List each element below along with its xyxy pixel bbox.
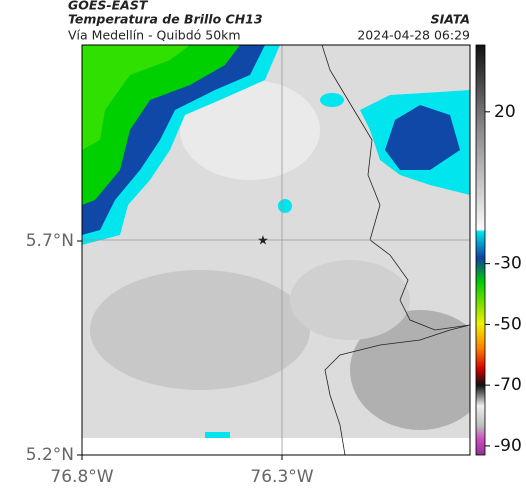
timestamp: 2024-04-28 06:29 bbox=[357, 28, 470, 43]
source: GOES-EAST bbox=[68, 0, 149, 13]
colorbar-tick-label: -70 bbox=[494, 375, 522, 395]
x-tick-label: 76.3°W bbox=[250, 467, 313, 487]
colorbar-tick-label: 20 bbox=[494, 102, 516, 122]
title: Temperatura de Brillo CH13 bbox=[68, 12, 263, 27]
x-tick-label: 76.8°W bbox=[50, 467, 113, 487]
y-tick-label: 5.7°N bbox=[26, 231, 74, 251]
svg-text:★: ★ bbox=[257, 234, 269, 249]
colorbar-tick-label: -30 bbox=[494, 254, 522, 274]
map-frame bbox=[81, 44, 471, 456]
brand: SIATA bbox=[431, 12, 470, 27]
subtitle: Vía Medellín - Quibdó 50km bbox=[68, 28, 241, 43]
colorbar-tick-label: -50 bbox=[494, 314, 522, 334]
y-tick-label: 5.2°N bbox=[26, 445, 74, 465]
imagery: ★ bbox=[82, 45, 470, 455]
colorbar-tick-label: -90 bbox=[494, 436, 522, 456]
colorbar bbox=[475, 44, 486, 456]
ticks: 76.8°W 76.3°W 5.7°N 5.2°N 20 -30 -50 -70 -90 bbox=[26, 102, 522, 487]
